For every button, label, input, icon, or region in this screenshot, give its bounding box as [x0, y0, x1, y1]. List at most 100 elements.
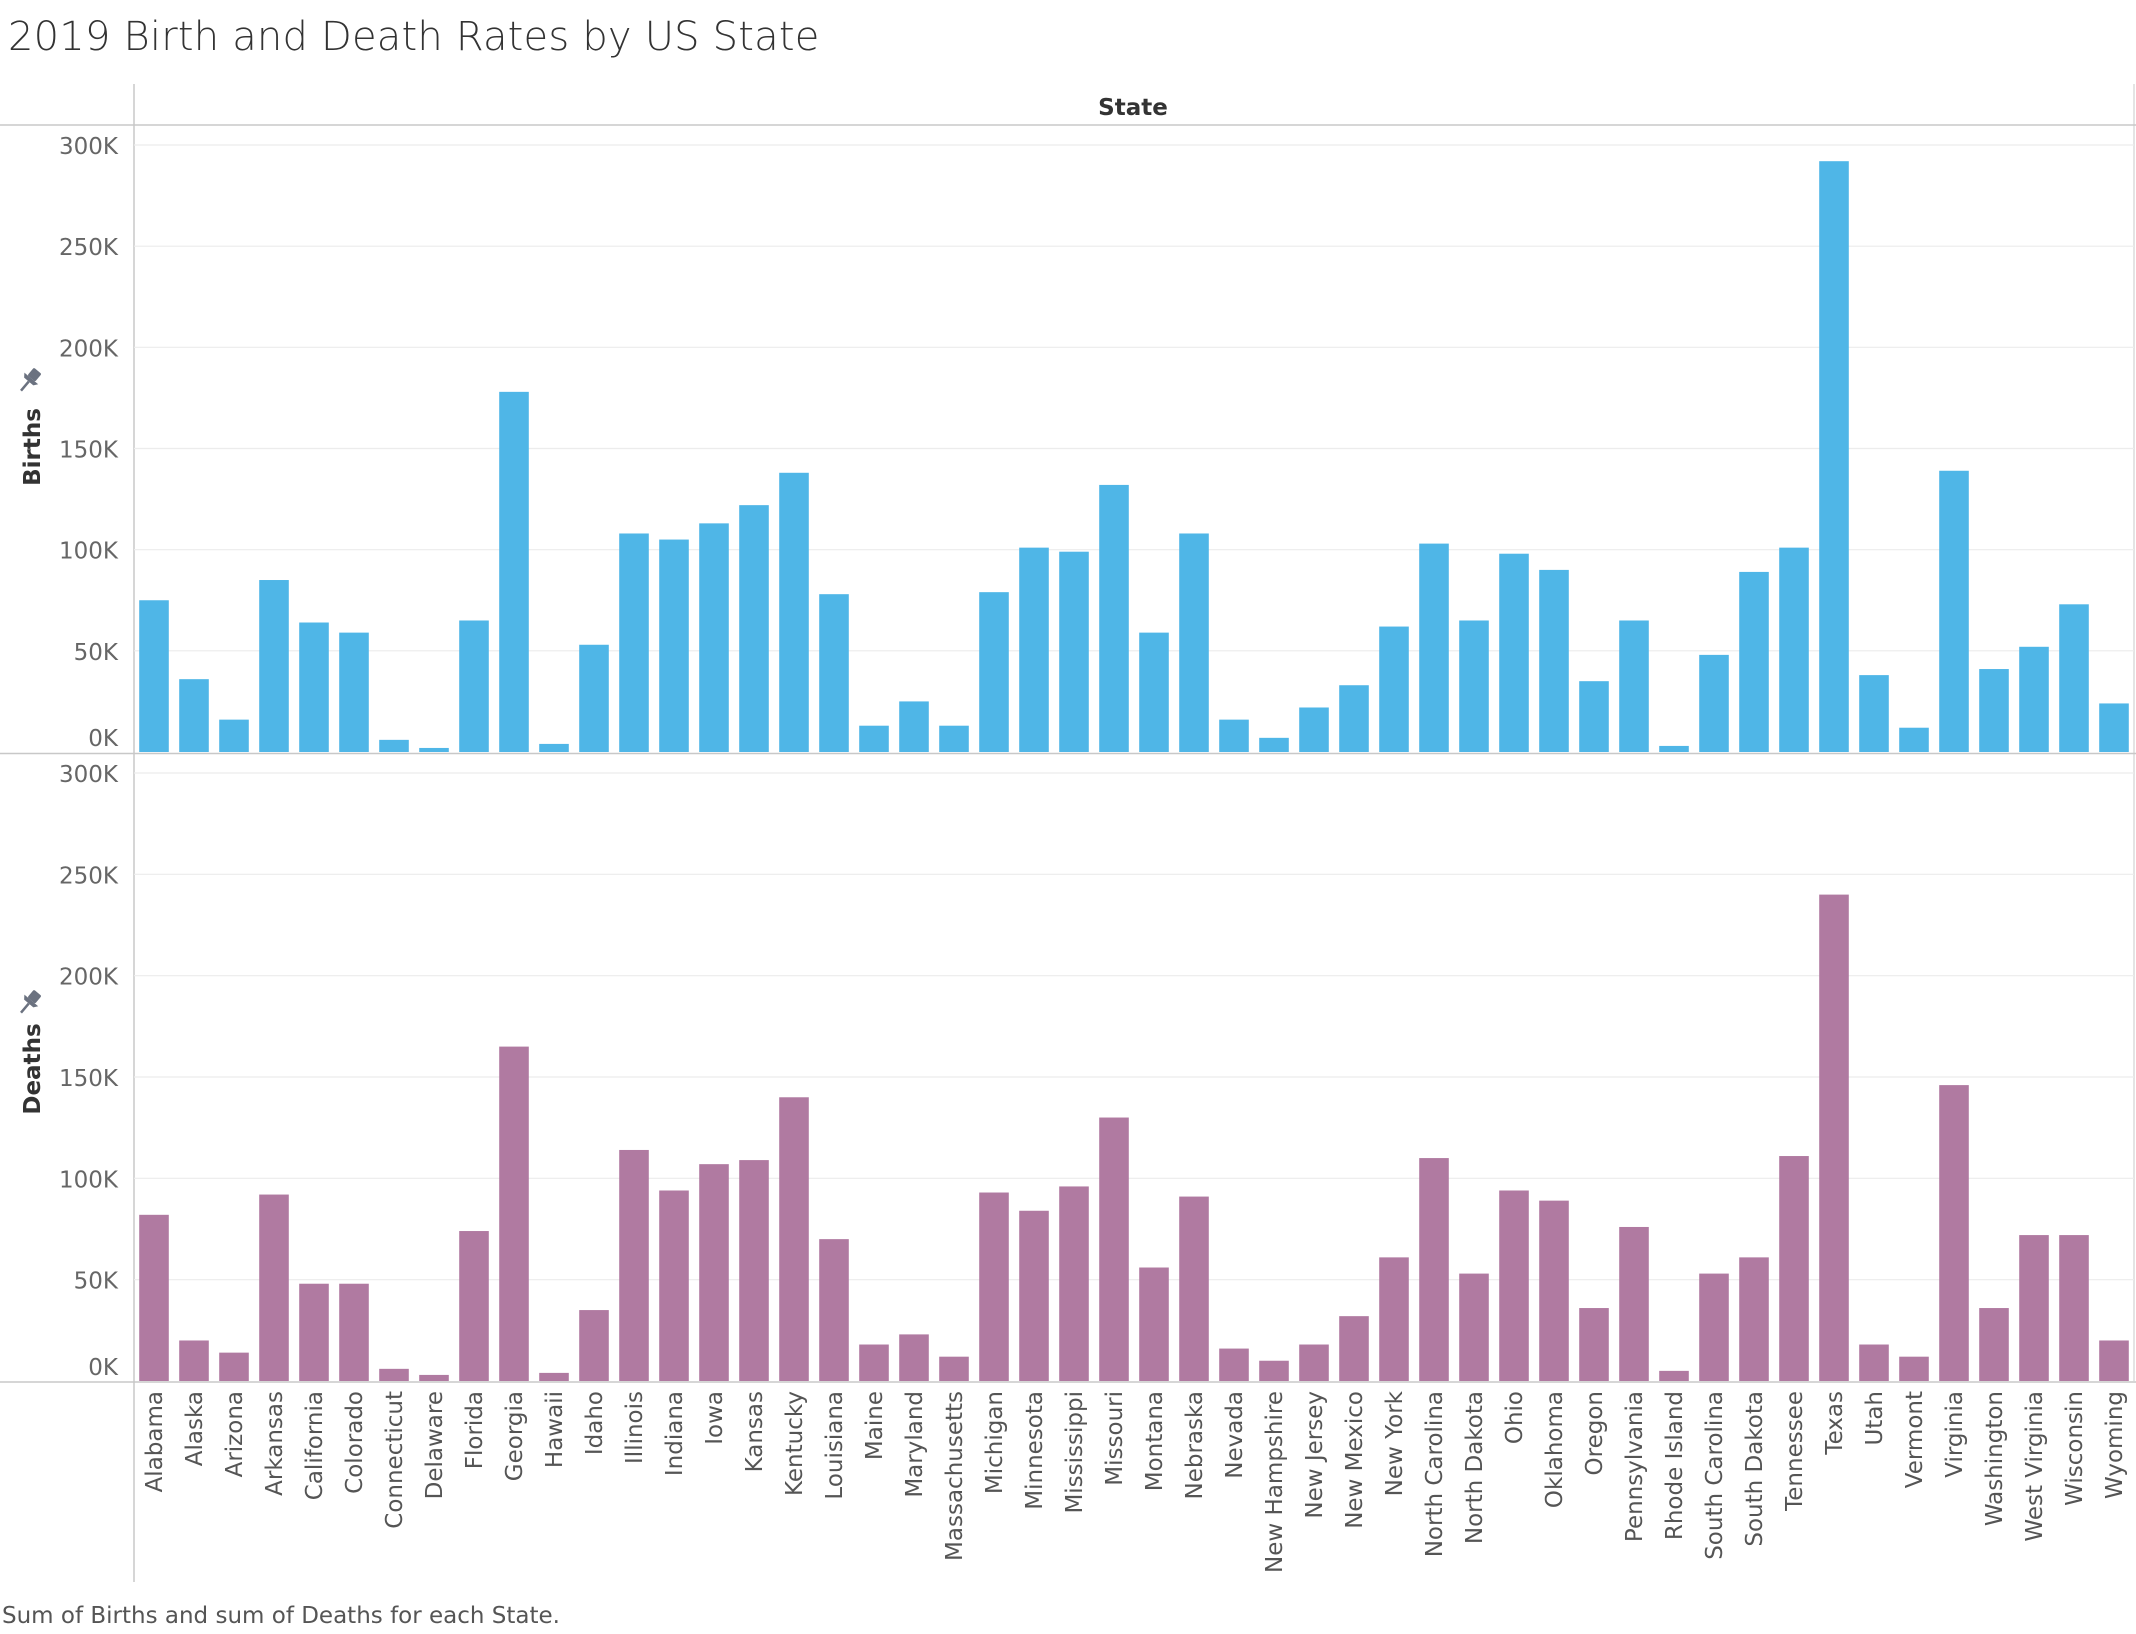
x-tick-label: Maryland — [902, 1391, 928, 1498]
x-tick-label: Iowa — [702, 1391, 728, 1445]
bar-deaths-kentucky — [779, 1097, 809, 1381]
y-tick-label: 200K — [59, 965, 119, 991]
bar-deaths-wyoming — [2099, 1340, 2129, 1381]
bar-births-louisiana — [819, 594, 849, 752]
chart-caption: Sum of Births and sum of Deaths for each… — [2, 1603, 560, 1629]
x-tick-label: Missouri — [1102, 1391, 1128, 1486]
y-tick-label: 0K — [88, 1355, 119, 1381]
chart-frame — [0, 84, 2136, 1582]
bar-deaths-south-carolina — [1699, 1273, 1729, 1381]
bar-deaths-south-dakota — [1739, 1257, 1769, 1381]
x-tick-label: Montana — [1142, 1391, 1168, 1491]
bar-births-delaware — [419, 747, 449, 752]
bar-births-nebraska — [1179, 533, 1209, 752]
x-tick-label: Hawaii — [542, 1391, 568, 1468]
bar-births-nevada — [1219, 719, 1249, 752]
bar-deaths-north-dakota — [1459, 1273, 1489, 1381]
x-tick-label: New Jersey — [1302, 1391, 1328, 1519]
y-tick-label: 200K — [59, 336, 119, 362]
y-tick-label: 100K — [59, 539, 119, 565]
x-tick-label: Idaho — [582, 1391, 608, 1455]
labels: 0K 50K 100K 150K 200K 250K 300K Births 0K 50K 100K… — [20, 134, 2128, 1573]
bar-births-oregon — [1579, 681, 1609, 752]
bar-deaths-mississippi — [1059, 1186, 1089, 1381]
bar-births-ohio — [1499, 553, 1529, 752]
bar-deaths-virginia — [1939, 1085, 1969, 1381]
bar-births-washington — [1979, 669, 2009, 752]
bar-deaths-indiana — [659, 1190, 689, 1381]
gridlines — [134, 144, 2134, 1281]
x-tick-label: New Mexico — [1342, 1391, 1368, 1529]
bar-deaths-west-virginia — [2019, 1235, 2049, 1381]
bar-deaths-kansas — [739, 1160, 769, 1381]
bar-deaths-iowa — [699, 1164, 729, 1381]
column-header: State — [1098, 95, 1168, 121]
bar-deaths-north-carolina — [1419, 1158, 1449, 1381]
bar-deaths-illinois — [619, 1149, 649, 1381]
x-tick-label: Kentucky — [782, 1391, 808, 1496]
x-tick-label: Delaware — [422, 1391, 448, 1499]
bar-deaths-alaska — [179, 1340, 209, 1381]
bar-births-new-hampshire — [1259, 737, 1289, 752]
bar-deaths-wisconsin — [2059, 1235, 2089, 1381]
bar-births-arkansas — [259, 580, 289, 752]
x-tick-label: Illinois — [622, 1391, 648, 1464]
bar-births-new-york — [1379, 626, 1409, 752]
x-tick-label: North Dakota — [1462, 1391, 1488, 1544]
bar-births-michigan — [979, 592, 1009, 752]
bar-births-texas — [1819, 161, 1849, 752]
x-tick-label: Mississippi — [1062, 1391, 1088, 1514]
bar-births-minnesota — [1019, 547, 1049, 752]
y-tick-label: 300K — [59, 762, 119, 788]
bar-births-connecticut — [379, 739, 409, 752]
bar-births-mississippi — [1059, 551, 1089, 752]
x-tick-label: Pennsylvania — [1622, 1391, 1648, 1542]
x-tick-label: Georgia — [502, 1391, 528, 1481]
bar-deaths-colorado — [339, 1283, 369, 1381]
bar-deaths-florida — [459, 1231, 489, 1381]
bar-births-north-dakota — [1459, 620, 1489, 752]
x-tick-label: Kansas — [742, 1391, 768, 1472]
bar-deaths-vermont — [1899, 1356, 1929, 1381]
y-tick-label: 150K — [59, 1066, 119, 1092]
bar-births-alabama — [139, 600, 169, 752]
bar-deaths-texas — [1819, 894, 1849, 1381]
bar-deaths-oklahoma — [1539, 1200, 1569, 1381]
x-tick-label: New York — [1382, 1390, 1408, 1496]
bar-deaths-new-mexico — [1339, 1316, 1369, 1381]
x-tick-label: Alabama — [142, 1391, 168, 1492]
bar-births-indiana — [659, 539, 689, 752]
bar-deaths-arkansas — [259, 1194, 289, 1381]
x-tick-label: Arkansas — [262, 1391, 288, 1496]
x-tick-label: Colorado — [342, 1391, 368, 1494]
bar-deaths-ohio — [1499, 1190, 1529, 1381]
bar-deaths-minnesota — [1019, 1210, 1049, 1381]
bar-births-hawaii — [539, 743, 569, 752]
bar-deaths-new-york — [1379, 1257, 1409, 1381]
bar-deaths-montana — [1139, 1267, 1169, 1381]
pin-icon — [20, 990, 41, 1014]
bar-deaths-idaho — [579, 1310, 609, 1381]
bar-births-pennsylvania — [1619, 620, 1649, 752]
y-tick-label: 250K — [59, 235, 119, 261]
bar-births-arizona — [219, 719, 249, 752]
x-tick-label: Ohio — [1502, 1391, 1528, 1444]
x-tick-label: South Carolina — [1702, 1391, 1728, 1560]
bar-deaths-pennsylvania — [1619, 1226, 1649, 1381]
x-tick-label: Florida — [462, 1391, 488, 1469]
bar-deaths-georgia — [499, 1046, 529, 1381]
x-tick-label: New Hampshire — [1262, 1391, 1288, 1573]
x-tick-label: Washington — [1982, 1391, 2008, 1526]
bar-deaths-tennessee — [1779, 1156, 1809, 1381]
bar-deaths-michigan — [979, 1192, 1009, 1381]
x-tick-label: Vermont — [1902, 1391, 1928, 1488]
x-tick-label: Nebraska — [1182, 1391, 1208, 1500]
bar-births-tennessee — [1779, 547, 1809, 752]
bar-deaths-hawaii — [539, 1372, 569, 1381]
x-tick-label: Louisiana — [822, 1391, 848, 1500]
y-tick-label: 0K — [88, 726, 119, 752]
x-tick-label: Indiana — [662, 1391, 688, 1476]
bar-births-massachusetts — [939, 725, 969, 752]
bar-deaths-maine — [859, 1344, 889, 1381]
